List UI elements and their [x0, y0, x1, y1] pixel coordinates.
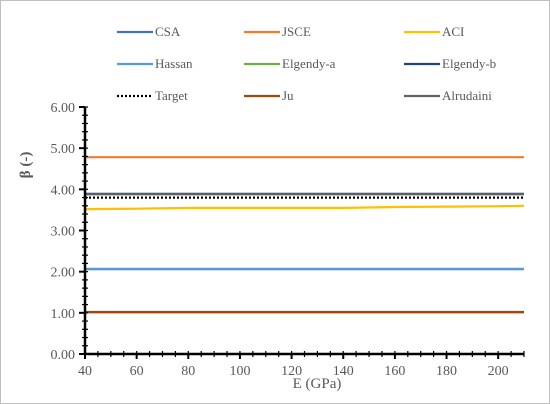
y-tick-label: 4.00 — [51, 183, 76, 198]
x-tick-label: 80 — [181, 364, 195, 379]
axes: 0.00 1.00 2.00 3.00 4.00 5.00 6.00 40 60 80 100 120… — [51, 101, 525, 379]
x-tick-label: 160 — [384, 364, 405, 379]
x-axis-title: E (GPa) — [293, 376, 342, 392]
y-tick-label: 6.00 — [51, 101, 76, 116]
x-tick-label: 180 — [436, 364, 457, 379]
x-tick-label: 40 — [78, 364, 92, 379]
legend-label: ACI — [442, 24, 464, 39]
legend-label: Alrudaini — [442, 88, 492, 103]
y-tick-label: 1.00 — [51, 307, 76, 322]
legend-label: Hassan — [155, 56, 193, 71]
x-tick-label: 60 — [130, 364, 144, 379]
y-tick-label: 5.00 — [51, 142, 76, 157]
y-tick-label: 0.00 — [51, 348, 76, 363]
x-tick-label: 100 — [229, 364, 250, 379]
legend-label: Target — [155, 88, 188, 103]
y-tick-label: 2.00 — [51, 266, 76, 281]
legend-label: Ju — [282, 88, 294, 103]
legend-label: Elgendy-b — [442, 56, 496, 71]
series-group — [84, 156, 525, 314]
legend: CSA JSCE ACI Hassan Elgendy-a Elgendy-b Target… — [117, 24, 496, 103]
legend-label: Elgendy-a — [282, 56, 336, 71]
legend-label: CSA — [155, 24, 181, 39]
x-tick-label: 120 — [281, 364, 302, 379]
series-line-aci — [84, 204, 525, 211]
x-tick-label: 140 — [333, 364, 354, 379]
legend-label: JSCE — [282, 24, 311, 39]
y-axis-title: β (-) — [18, 152, 34, 179]
y-tick-label: 3.00 — [51, 225, 76, 240]
x-tick-label: 200 — [488, 364, 509, 379]
